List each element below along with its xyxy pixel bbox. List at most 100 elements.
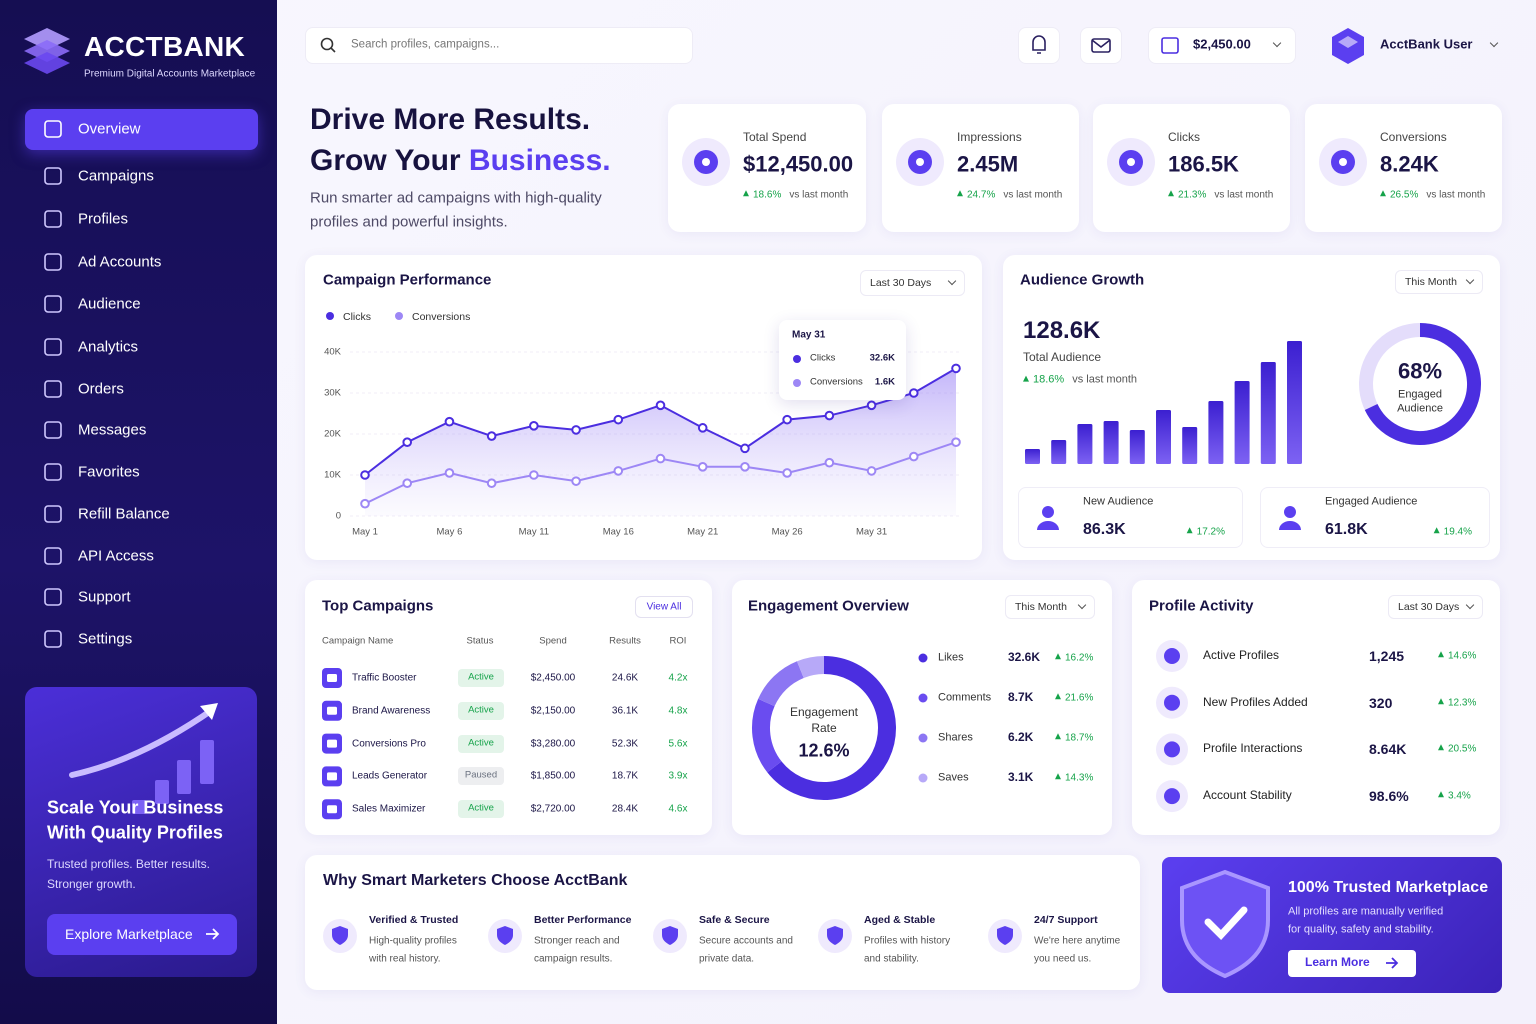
feature-title: Safe & Secure bbox=[699, 913, 770, 926]
legend-label: Shares bbox=[938, 731, 973, 744]
legend-change: 14.3% bbox=[1055, 772, 1093, 784]
tooltip-dot bbox=[793, 355, 801, 363]
hero-subtitle: Run smarter ad campaigns with high-quali… bbox=[310, 189, 602, 207]
change: 3.4% bbox=[1438, 790, 1471, 801]
activity-label: Account Stability bbox=[1203, 788, 1292, 803]
stat-value: 2.45M bbox=[957, 151, 1019, 177]
campaign-results: 24.6K bbox=[611, 672, 639, 684]
nav-item[interactable]: Campaigns bbox=[78, 167, 154, 185]
promo-button[interactable] bbox=[47, 914, 237, 955]
stat-label: Total Spend bbox=[743, 130, 807, 145]
nav-item[interactable]: Orders bbox=[78, 380, 124, 398]
campaign-spend: $1,850.00 bbox=[530, 770, 576, 782]
activity-label: Active Profiles bbox=[1203, 648, 1280, 663]
promo-text: Stronger growth. bbox=[47, 877, 136, 892]
campaign-performance-card bbox=[305, 255, 982, 560]
dropdown[interactable] bbox=[1005, 595, 1095, 619]
card-title: Engagement Overview bbox=[748, 597, 909, 615]
audience-total-label: Total Audience bbox=[1023, 350, 1102, 365]
donut-value: 68% bbox=[1397, 358, 1443, 384]
donut-label: Audience bbox=[1397, 402, 1443, 415]
change-row: 18.6% vs last month bbox=[743, 189, 848, 201]
trusted-text: All profiles are manually verified bbox=[1288, 905, 1444, 918]
change-row: 24.7% vs last month bbox=[957, 189, 1062, 201]
messages-button[interactable] bbox=[1080, 27, 1122, 64]
status-pill bbox=[458, 767, 504, 786]
campaign-roi: 4.8x bbox=[668, 705, 688, 717]
dropdown[interactable] bbox=[860, 270, 965, 296]
stat-label: Conversions bbox=[1380, 130, 1447, 145]
view-all-button[interactable] bbox=[635, 596, 693, 618]
change: 21.6% bbox=[1055, 692, 1093, 703]
audience-breakdown bbox=[1018, 487, 1243, 548]
change: 24.7% bbox=[957, 189, 995, 200]
campaign-roi: 4.2x bbox=[668, 672, 688, 684]
column-header: ROI bbox=[669, 635, 687, 647]
activity-value: 320 bbox=[1369, 694, 1393, 711]
tooltip-name: Clicks bbox=[810, 352, 836, 364]
user-name[interactable]: AcctBank User bbox=[1380, 36, 1473, 52]
change: 19.4% bbox=[1434, 526, 1472, 537]
nav-item[interactable]: Ad Accounts bbox=[78, 253, 162, 271]
nav-item[interactable]: Messages bbox=[78, 421, 147, 439]
breakdown-label: Engaged Audience bbox=[1325, 495, 1418, 508]
campaign-status: Active bbox=[468, 737, 494, 749]
feature-title: Aged & Stable bbox=[864, 913, 936, 926]
column-header: Spend bbox=[539, 635, 567, 647]
nav-item[interactable]: Analytics bbox=[78, 338, 139, 356]
campaign-name: Conversions Pro bbox=[352, 737, 426, 749]
search-box[interactable] bbox=[305, 27, 693, 64]
change-note: vs last month bbox=[1214, 189, 1274, 201]
feature-text: High-quality profiles bbox=[369, 935, 457, 947]
status-pill bbox=[458, 734, 504, 753]
nav-item[interactable]: Refill Balance bbox=[78, 505, 170, 523]
nav-item[interactable]: Audience bbox=[78, 295, 141, 313]
feature-title: Better Performance bbox=[534, 913, 632, 926]
dropdown[interactable] bbox=[1388, 595, 1483, 619]
donut-value: 12.6% bbox=[798, 740, 850, 761]
learn-more-label[interactable]: Learn More bbox=[1305, 955, 1370, 970]
hero-title: Drive More Results. bbox=[310, 102, 591, 136]
dropdown[interactable] bbox=[1395, 270, 1483, 294]
campaign-spend: $2,150.00 bbox=[530, 705, 576, 717]
notifications-button[interactable] bbox=[1018, 27, 1060, 64]
nav-item[interactable]: Settings bbox=[78, 630, 133, 648]
feature-title: 24/7 Support bbox=[1034, 913, 1098, 926]
tooltip-value: 32.6K bbox=[869, 352, 895, 364]
activity-change: 14.6% bbox=[1438, 650, 1476, 662]
feature-text: campaign results. bbox=[534, 953, 613, 965]
view-all-label[interactable]: View All bbox=[646, 601, 682, 613]
feature-text: private data. bbox=[699, 953, 755, 965]
search-placeholder: Search profiles, campaigns... bbox=[351, 38, 500, 51]
nav-item[interactable]: Profiles bbox=[78, 210, 129, 228]
stat-label: Impressions bbox=[957, 130, 1022, 145]
promo-text: Trusted profiles. Better results. bbox=[47, 857, 210, 872]
campaign-roi: 3.9x bbox=[668, 770, 688, 782]
nav-item[interactable]: Favorites bbox=[78, 463, 140, 481]
change: 14.6% bbox=[1438, 650, 1476, 661]
status-pill bbox=[458, 800, 504, 819]
campaign-status: Active bbox=[468, 802, 494, 814]
nav-item[interactable]: Support bbox=[78, 588, 131, 606]
campaign-spend: $2,720.00 bbox=[530, 803, 576, 815]
column-header: Campaign Name bbox=[322, 635, 394, 647]
change: 12.3% bbox=[1438, 697, 1476, 708]
feature-text: Profiles with history bbox=[864, 935, 951, 947]
activity-change: 12.3% bbox=[1438, 697, 1476, 709]
change-note: vs last month bbox=[1426, 189, 1486, 201]
activity-label: New Profiles Added bbox=[1203, 694, 1308, 709]
campaign-roi: 4.6x bbox=[668, 803, 688, 815]
nav-item[interactable]: Overview bbox=[78, 120, 141, 138]
legend-label: Likes bbox=[938, 651, 964, 664]
nav-item[interactable]: API Access bbox=[78, 547, 154, 565]
change-note: vs last month bbox=[1072, 373, 1138, 386]
promo-button-label[interactable]: Explore Marketplace bbox=[65, 925, 193, 942]
card-title: Top Campaigns bbox=[322, 597, 434, 615]
hero-highlight: Business. bbox=[468, 143, 611, 177]
breakdown-change: 19.4% bbox=[1434, 526, 1472, 538]
stat-value: 186.5K bbox=[1168, 151, 1239, 177]
brand-name: ACCTBANK bbox=[84, 30, 246, 62]
campaign-spend: $2,450.00 bbox=[530, 672, 576, 684]
balance: $2,450.00 bbox=[1193, 36, 1251, 52]
